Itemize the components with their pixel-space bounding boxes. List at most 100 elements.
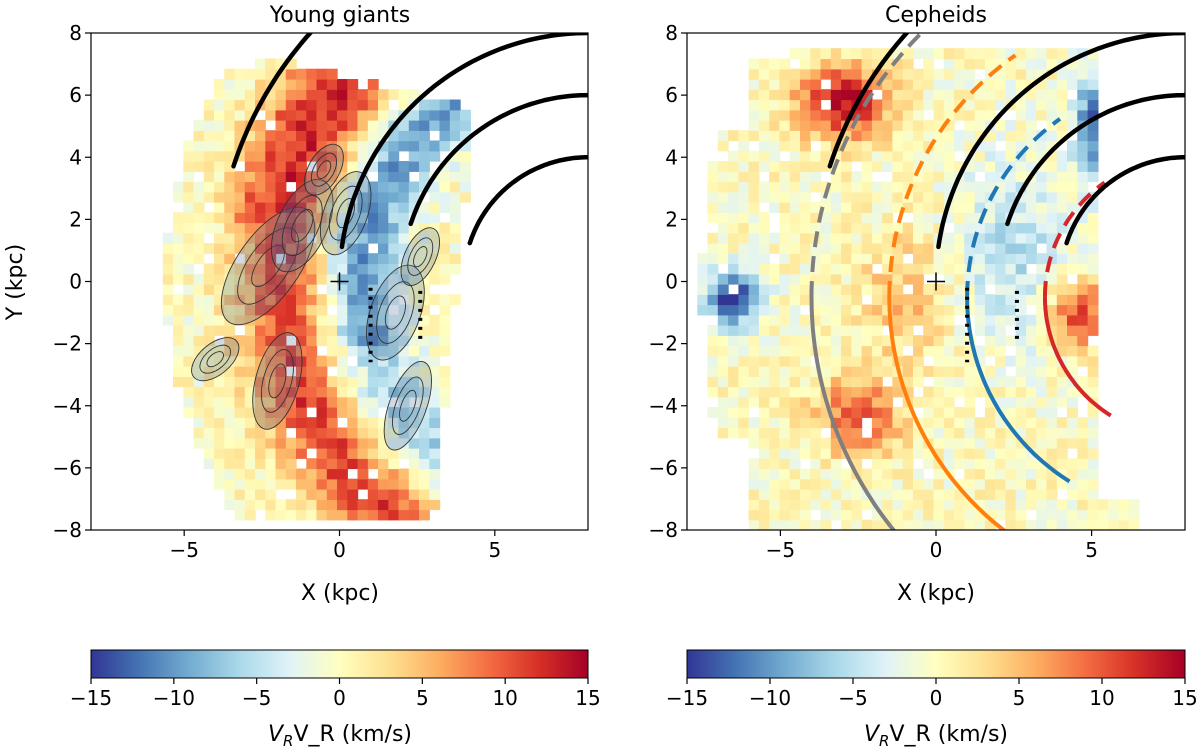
heatmap-cell xyxy=(1036,325,1048,336)
heatmap-cell xyxy=(1046,407,1058,418)
heatmap-cell xyxy=(800,509,811,521)
heatmap-cell xyxy=(285,130,297,142)
heatmap-cell xyxy=(913,509,924,521)
heatmap-cell xyxy=(1067,202,1078,213)
heatmap-cell xyxy=(1026,273,1037,285)
heatmap-cell xyxy=(1087,458,1099,470)
heatmap-cell xyxy=(224,499,236,511)
heatmap-cell xyxy=(388,499,400,511)
heatmap-cell xyxy=(439,243,451,254)
heatmap-cell xyxy=(861,478,873,490)
heatmap-cell xyxy=(697,284,709,295)
heatmap-cell xyxy=(347,427,359,439)
heatmap-cell xyxy=(275,407,287,418)
heatmap-cell xyxy=(769,386,781,398)
heatmap-cell xyxy=(841,376,852,388)
heatmap-cell xyxy=(984,150,996,162)
heatmap-cell xyxy=(183,253,195,265)
heatmap-cell xyxy=(984,89,996,101)
heatmap-cell xyxy=(707,232,719,244)
heatmap-cell xyxy=(882,202,894,213)
heatmap-cell xyxy=(923,232,935,244)
heatmap-cell xyxy=(357,212,369,224)
heatmap-cell xyxy=(1015,478,1027,490)
heatmap-cell xyxy=(1005,437,1017,449)
heatmap-cell xyxy=(943,161,955,172)
heatmap-cell xyxy=(203,140,215,152)
heatmap-cell xyxy=(1046,222,1058,234)
heatmap-cell xyxy=(1128,509,1140,521)
heatmap-cell xyxy=(408,509,420,521)
x-tick-label: 5 xyxy=(1085,538,1098,562)
density-contours xyxy=(191,143,440,451)
heatmap-cell xyxy=(758,407,770,418)
heatmap-cell xyxy=(933,417,945,429)
heatmap-cell xyxy=(214,79,225,90)
colorbar-tick-label: 15 xyxy=(1172,686,1197,710)
heatmap-cell xyxy=(923,519,935,530)
heatmap-cell xyxy=(1077,109,1089,121)
heatmap-cell xyxy=(1056,109,1068,121)
heatmap-cell xyxy=(244,396,256,408)
heatmap-cell xyxy=(892,468,904,480)
heatmap-cell xyxy=(902,417,914,429)
heatmap-cell xyxy=(1077,232,1089,244)
heatmap-cell xyxy=(1036,468,1048,480)
heatmap-cell xyxy=(367,478,379,490)
heatmap-cell xyxy=(1056,304,1068,316)
heatmap-cell xyxy=(913,468,924,480)
heatmap-cell xyxy=(429,458,441,470)
heatmap-cell xyxy=(892,181,904,193)
sun-marker xyxy=(927,272,945,291)
heatmap-cell xyxy=(841,89,852,101)
heatmap-cell xyxy=(203,355,215,367)
heatmap-cell xyxy=(758,58,770,70)
colorbar-tick-label: −10 xyxy=(153,686,195,710)
heatmap-cell xyxy=(306,263,318,275)
heatmap-cell xyxy=(429,273,441,285)
heatmap-cell xyxy=(984,109,996,121)
heatmap-cell xyxy=(214,181,225,193)
heatmap-cell xyxy=(964,222,976,234)
heatmap-cell xyxy=(419,161,430,172)
heatmap-cell xyxy=(851,355,863,367)
heatmap-cell xyxy=(902,335,914,347)
heatmap-cell xyxy=(203,120,215,131)
heatmap-cell xyxy=(995,58,1006,70)
heatmap-cell xyxy=(419,345,430,357)
heatmap-cell xyxy=(244,509,256,521)
heatmap-cell xyxy=(326,284,338,295)
heatmap-cell xyxy=(830,345,842,357)
heatmap-cell xyxy=(841,325,852,336)
heatmap-cell xyxy=(255,140,266,152)
heatmap-cell xyxy=(316,161,328,172)
colorbar-tick-label: −5 xyxy=(838,686,867,710)
heatmap-cell xyxy=(882,458,894,470)
heatmap-cell xyxy=(398,478,410,490)
heatmap-cell xyxy=(913,335,924,347)
heatmap-cell xyxy=(214,109,225,121)
heatmap-cell xyxy=(738,212,750,224)
heatmap-cell xyxy=(296,437,307,449)
heatmap-cell xyxy=(984,304,996,316)
heatmap-cell xyxy=(337,355,348,367)
heatmap-cell xyxy=(728,314,739,326)
heatmap-cell xyxy=(1046,396,1058,408)
heatmap-cell xyxy=(748,417,760,429)
heatmap-cell xyxy=(995,48,1006,60)
heatmap-cell xyxy=(1056,345,1068,357)
heatmap-cell xyxy=(820,284,832,295)
heatmap-cell xyxy=(851,68,863,80)
heatmap-cell xyxy=(861,304,873,316)
heatmap-cell xyxy=(234,376,246,388)
heatmap-cell xyxy=(1077,345,1089,357)
heatmap-cell xyxy=(707,325,719,336)
heatmap-cell xyxy=(173,376,184,388)
heatmap-cell xyxy=(964,109,976,121)
heatmap-cell xyxy=(1046,509,1058,521)
heatmap-cell xyxy=(717,202,729,213)
heatmap-cell xyxy=(326,243,338,254)
heatmap-cell xyxy=(173,212,184,224)
heatmap-cell xyxy=(378,181,389,193)
heatmap-cell xyxy=(337,202,348,213)
